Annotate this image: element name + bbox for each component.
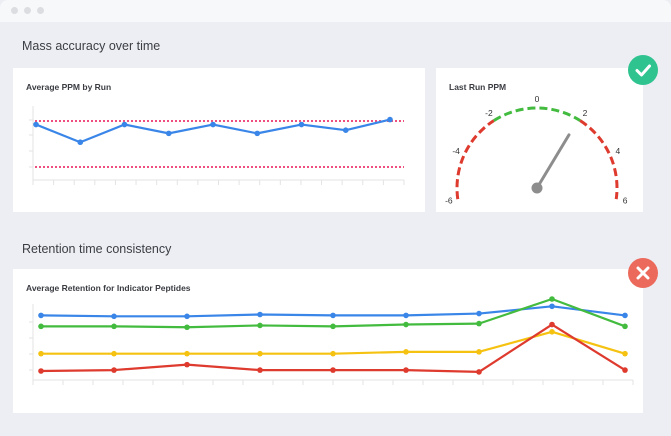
fail-status-badge xyxy=(628,258,658,288)
gauge-tick-label: 6 xyxy=(623,195,628,205)
data-point[interactable] xyxy=(476,349,482,355)
gauge-tick-label: 4 xyxy=(616,146,621,156)
data-point[interactable] xyxy=(622,312,628,319)
data-point[interactable] xyxy=(38,323,44,330)
data-point[interactable] xyxy=(184,361,190,368)
data-point[interactable] xyxy=(622,323,628,330)
data-point[interactable] xyxy=(254,130,261,137)
retention-series-green xyxy=(38,296,628,331)
data-point[interactable] xyxy=(33,121,39,128)
retention-series-blue xyxy=(38,303,628,320)
data-point[interactable] xyxy=(257,350,263,357)
data-point[interactable] xyxy=(622,367,628,373)
gauge-tick-label: -4 xyxy=(452,146,460,156)
gauge-hub xyxy=(531,182,543,194)
window-maximize-button[interactable] xyxy=(37,7,44,14)
data-point[interactable] xyxy=(476,310,482,317)
data-point[interactable] xyxy=(165,130,172,137)
data-point[interactable] xyxy=(38,312,44,319)
gauge-band-0 xyxy=(455,119,495,200)
data-point[interactable] xyxy=(121,121,128,128)
avg-ppm-series xyxy=(33,116,393,146)
window-close-button[interactable] xyxy=(11,7,18,14)
ppm-gauge: -6 -4 -2 0 2 4 6 xyxy=(445,94,628,205)
gauge-band-1 xyxy=(493,106,581,122)
data-point[interactable] xyxy=(342,127,349,133)
last-run-card: Last Run PPM -6 -4 -2 0 2 4 6 xyxy=(436,68,643,212)
retention-series-red xyxy=(38,321,628,375)
data-point[interactable] xyxy=(77,139,84,146)
gauge-band-2 xyxy=(579,119,619,200)
data-point[interactable] xyxy=(549,296,555,302)
gauge-tick-label: -6 xyxy=(445,195,453,205)
avg-ppm-chart xyxy=(29,106,405,185)
data-point[interactable] xyxy=(257,322,263,329)
window-titlebar xyxy=(0,0,671,22)
data-point[interactable] xyxy=(111,323,117,330)
data-point[interactable] xyxy=(330,367,336,373)
last-run-title: Last Run PPM xyxy=(449,82,507,92)
data-point[interactable] xyxy=(257,311,263,318)
gauge-tick-label: -2 xyxy=(485,108,493,118)
check-icon xyxy=(635,64,651,77)
retention-series-yellow xyxy=(38,329,628,357)
avg-retention-title: Average Retention for Indicator Peptides xyxy=(26,283,191,293)
data-point[interactable] xyxy=(257,367,263,373)
data-point[interactable] xyxy=(184,350,190,357)
data-point[interactable] xyxy=(330,323,336,330)
data-point[interactable] xyxy=(38,368,44,374)
data-point[interactable] xyxy=(549,321,555,328)
window-minimize-button[interactable] xyxy=(24,7,31,14)
section-title-mass-accuracy: Mass accuracy over time xyxy=(22,39,161,53)
gauge-tick-label: 0 xyxy=(535,94,540,104)
pass-status-badge xyxy=(628,55,658,85)
data-point[interactable] xyxy=(330,350,336,357)
data-point[interactable] xyxy=(549,329,555,335)
data-point[interactable] xyxy=(403,321,409,328)
x-icon xyxy=(636,266,650,280)
gauge-tick-label: 2 xyxy=(583,108,588,118)
data-point[interactable] xyxy=(476,320,482,327)
data-point[interactable] xyxy=(330,312,336,319)
data-point[interactable] xyxy=(210,121,216,128)
data-point[interactable] xyxy=(403,349,409,355)
data-point[interactable] xyxy=(111,313,117,320)
gauge-needle xyxy=(535,133,571,190)
avg-ppm-title: Average PPM by Run xyxy=(26,82,112,92)
data-point[interactable] xyxy=(403,367,409,373)
data-point[interactable] xyxy=(622,350,628,357)
avg-ppm-card: Average PPM by Run xyxy=(13,68,425,212)
chart-axes xyxy=(29,304,634,385)
data-point[interactable] xyxy=(111,367,117,373)
data-point[interactable] xyxy=(184,324,190,331)
data-point[interactable] xyxy=(111,350,117,357)
data-point[interactable] xyxy=(476,369,482,375)
section-title-retention: Retention time consistency xyxy=(22,242,172,256)
data-point[interactable] xyxy=(549,303,555,310)
avg-retention-card: Average Retention for Indicator Peptides xyxy=(13,269,643,413)
chart-axes xyxy=(29,106,405,185)
data-point[interactable] xyxy=(403,312,409,319)
data-point[interactable] xyxy=(38,350,44,357)
data-point[interactable] xyxy=(184,313,190,320)
avg-retention-chart xyxy=(29,296,634,385)
data-point[interactable] xyxy=(298,121,305,128)
data-point[interactable] xyxy=(387,116,393,123)
